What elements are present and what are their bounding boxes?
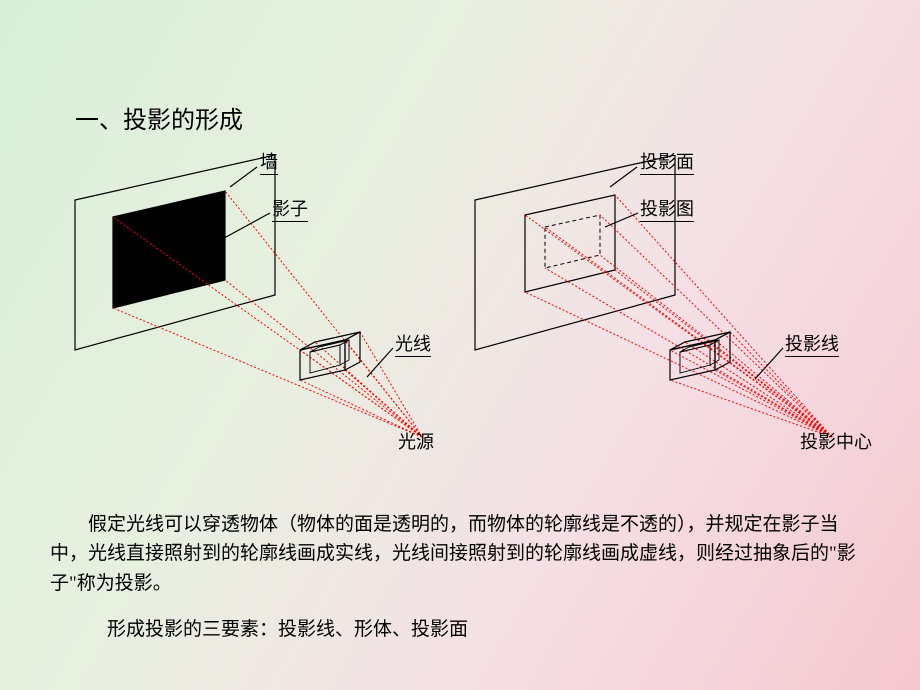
paragraph-2: 形成投影的三要素：投影线、形体、投影面 [50, 615, 870, 644]
label-source: 光源 [398, 428, 434, 454]
label-plane: 投影面 [640, 148, 694, 175]
left-diagram [55, 155, 455, 455]
label-wall: 墙 [260, 148, 278, 175]
label-line: 投影线 [785, 330, 839, 357]
label-ray: 光线 [395, 330, 431, 357]
label-shadow: 影子 [272, 195, 308, 222]
label-proj: 投影图 [640, 195, 694, 222]
label-center: 投影中心 [800, 428, 872, 454]
paragraph-1: 假定光线可以穿透物体（物体的面是透明的，而物体的轮廓线是不透的），并规定在影子当… [50, 510, 870, 598]
page-title: 一、投影的形成 [75, 100, 243, 135]
